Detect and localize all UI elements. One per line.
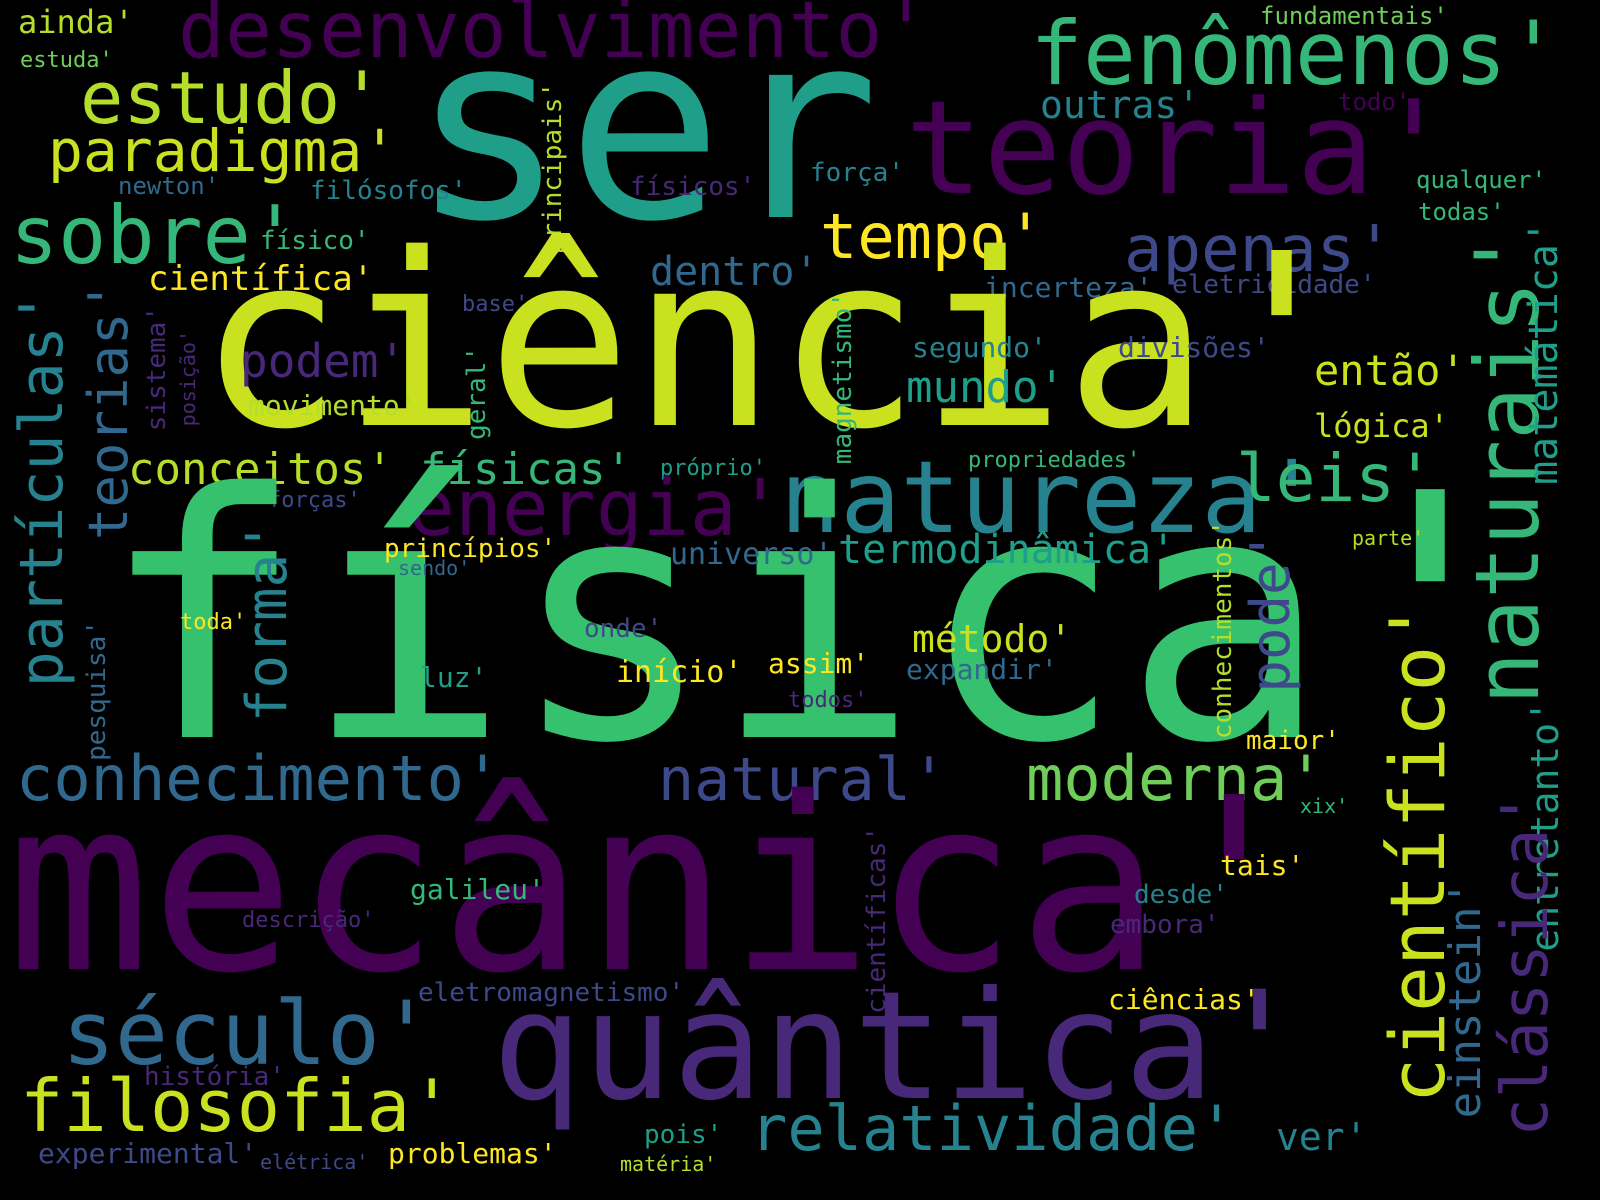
word-fisica: física' xyxy=(100,422,1533,818)
word-descricao: descrição' xyxy=(242,908,375,933)
word-logica: lógica' xyxy=(1314,407,1449,445)
word-classica: clássica' xyxy=(1489,790,1563,1137)
word-pesquisa: pesquisa' xyxy=(82,620,112,761)
word-problemas: problemas' xyxy=(388,1137,557,1170)
word-historia: história' xyxy=(144,1062,285,1092)
word-ainda: ainda' xyxy=(18,3,134,41)
word-forca: força' xyxy=(810,158,904,188)
word-ser: ser xyxy=(410,0,880,279)
word-termodinamica: termodinâmica' xyxy=(838,527,1176,573)
word-dentro: dentro' xyxy=(650,249,819,295)
word-pois: pois' xyxy=(644,1120,723,1150)
word-incerteza: incerteza' xyxy=(984,271,1153,304)
word-pode: pode' xyxy=(1239,530,1302,693)
word-ver: ver' xyxy=(1276,1115,1368,1159)
word-seculo: século' xyxy=(62,982,433,1085)
word-quantica: quântica' xyxy=(492,960,1305,1134)
word-qualquer: qualquer' xyxy=(1416,166,1547,194)
word-relatividade: relatividade' xyxy=(750,1092,1236,1165)
word-inicio: início' xyxy=(616,655,743,690)
word-fundamentais: fundamentais' xyxy=(1260,2,1448,30)
word-galileu: galileu' xyxy=(410,873,545,906)
word-apenas: apenas' xyxy=(1124,213,1394,287)
word-onde: onde' xyxy=(584,614,663,644)
word-cientifica: científica' xyxy=(148,259,374,299)
word-universo: universo' xyxy=(670,537,833,572)
word-ciencias: ciências' xyxy=(1108,983,1260,1016)
word-metodo: método' xyxy=(912,617,1073,661)
word-principios: princípios' xyxy=(384,534,557,564)
word-maior: maior' xyxy=(1246,726,1340,756)
word-sistema: sistema' xyxy=(142,306,172,432)
word-posicao: posição' xyxy=(176,330,200,427)
word-forcas: forças' xyxy=(268,488,361,513)
word-leis: leis' xyxy=(1236,440,1435,517)
word-newton: newton' xyxy=(118,172,220,200)
word-forma: forma' xyxy=(235,520,300,723)
word-eletromagnetismo: eletromagnetismo' xyxy=(418,978,685,1008)
word-movimento: movimento' xyxy=(248,389,417,422)
word-natureza: natureza' xyxy=(780,439,1322,556)
word-assim: assim' xyxy=(768,647,870,680)
word-materia: matéria' xyxy=(620,1152,717,1176)
word-einstein: einstein' xyxy=(1440,880,1491,1119)
word-fisicos: físicos' xyxy=(630,172,756,202)
word-base: base' xyxy=(462,292,529,317)
word-tais: tais' xyxy=(1220,849,1305,882)
word-conhecimento: conhecimento' xyxy=(16,742,502,815)
word-expandir: expandir' xyxy=(906,653,1058,686)
word-sobre: sobre' xyxy=(10,189,299,282)
word-natural: natural' xyxy=(658,745,947,815)
word-todos: todos' xyxy=(788,688,868,713)
word-outras: outras' xyxy=(1040,83,1201,127)
word-eletricidade: eletricidade' xyxy=(1172,270,1376,300)
word-entao: então' xyxy=(1314,346,1466,395)
word-toda: toda' xyxy=(180,610,247,635)
word-moderna: moderna' xyxy=(1026,742,1325,815)
word-filosofos: filósofos' xyxy=(310,176,467,206)
word-experimental: experimental' xyxy=(38,1137,258,1170)
word-fisicas: físicas' xyxy=(420,444,632,495)
word-luz: luz' xyxy=(420,661,488,694)
word-filosofia: filosofia' xyxy=(20,1064,454,1148)
word-embora: embora' xyxy=(1110,910,1220,940)
word-tempo: tempo' xyxy=(820,200,1044,273)
word-propriedades: propriedades' xyxy=(968,448,1141,473)
word-conhecimentos: conhecimentos' xyxy=(1208,520,1238,740)
word-eletrica: elétrica' xyxy=(260,1150,369,1174)
word-mundo: mundo' xyxy=(906,362,1065,413)
word-divisoes: divisões' xyxy=(1118,331,1270,364)
word-estudo: estudo' xyxy=(80,56,384,140)
word-ciencia: ciência' xyxy=(198,202,1354,482)
word-proprio: próprio' xyxy=(660,456,766,481)
word-xix: xix' xyxy=(1300,794,1349,818)
word-todo: todo' xyxy=(1338,88,1411,116)
word-podem: podem' xyxy=(240,334,407,388)
word-desenvolvimento: desenvolvimento' xyxy=(178,0,930,76)
word-desde: desde' xyxy=(1134,880,1228,910)
word-parte: parte' xyxy=(1352,526,1425,550)
word-todas: todas' xyxy=(1418,198,1505,226)
word-energia: energia' xyxy=(408,464,784,554)
word-paradigma: paradigma' xyxy=(48,117,398,185)
word-estuda: estuda' xyxy=(20,48,113,73)
word-segundo: segundo' xyxy=(912,331,1047,364)
word-particulas: partículas' xyxy=(7,290,77,688)
word-teoria: teoria' xyxy=(905,72,1453,224)
word-mecanica: mecânica' xyxy=(6,746,1307,1026)
word-fisico: físico' xyxy=(260,226,370,256)
word-conceitos: conceitos' xyxy=(128,444,393,495)
word-sendo: sendo' xyxy=(398,556,471,580)
word-fenomenos: fenômenos' xyxy=(1030,2,1560,105)
